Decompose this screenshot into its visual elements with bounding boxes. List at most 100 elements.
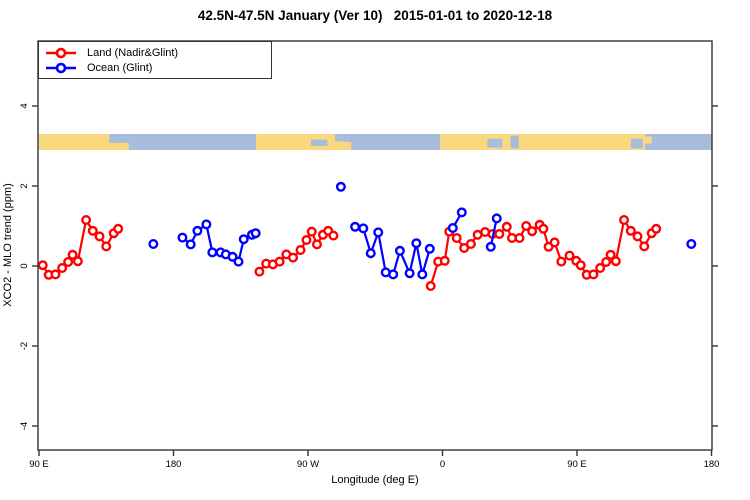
land-eurasia-point (527, 226, 538, 237)
land-north-america-point (254, 266, 265, 277)
ocean-liguria-point (456, 207, 467, 218)
map-strip-land-segment (440, 134, 645, 150)
land-eurasia-point (514, 232, 525, 243)
land-eurasia-point (465, 238, 476, 249)
ocean-atlantic-point (373, 227, 384, 238)
land-eurasia-point (632, 231, 643, 242)
land-asia-left-point (87, 225, 98, 236)
land-eurasia-point (549, 237, 560, 248)
map-strip-land-patch (342, 142, 352, 150)
land-north-america-point (328, 230, 339, 241)
map-strip-ocean-segment (644, 134, 712, 150)
ocean-pacific-point (185, 239, 196, 250)
map-strip-ocean-patch (334, 134, 343, 142)
map-strip-ocean-segment (342, 134, 441, 150)
legend-label-land: Land (Nadir&Glint) (87, 46, 179, 59)
x-axis-title: Longitude (deg E) (331, 474, 419, 486)
y-tick-label: 0 (19, 263, 30, 268)
land-asia-left-point (57, 263, 68, 274)
legend: Land (Nadir&Glint) Ocean (Glint) (38, 41, 272, 79)
x-tick-label: 180 (166, 459, 182, 470)
land-asia-left-point (50, 269, 61, 280)
map-strip-land-segment (39, 134, 114, 150)
land-asia-left-point (63, 257, 74, 268)
land-north-america-point (311, 239, 322, 250)
land-eurasia-point (651, 223, 662, 234)
x-tick-label: 90 E (29, 459, 49, 470)
ocean-pacific-point (201, 219, 212, 230)
chart-title: 42.5N-47.5N January (Ver 10) 2015-01-01 … (197, 8, 553, 23)
plot-frame (37, 40, 713, 451)
land-series-marker-icon (46, 47, 76, 58)
ocean-atlantic-point (394, 245, 405, 256)
ocean-blacksea-point (491, 213, 502, 224)
ocean-atlantic-point (417, 269, 428, 280)
land-eurasia-point (425, 281, 436, 292)
land-eurasia-point (494, 228, 505, 239)
land-asia-left-point (72, 256, 83, 267)
x-tick-label: 90 W (297, 459, 319, 470)
y-tick-label: -2 (19, 342, 30, 350)
land-eurasia-point (619, 214, 630, 225)
ocean-atlantic-point (388, 269, 399, 280)
ocean-atlantic-point (358, 223, 369, 234)
land-eurasia-point (601, 257, 612, 268)
ocean-japan-left-point (148, 238, 159, 249)
land-north-america-point (295, 244, 306, 255)
map-strip-ocean-segment (113, 134, 257, 150)
legend-label-ocean: Ocean (Glint) (87, 61, 153, 74)
land-asia-left-point (94, 231, 105, 242)
ocean-japan-right-point (686, 238, 697, 249)
ocean-atlantic-line (354, 225, 431, 277)
ocean-series-marker-icon (46, 62, 76, 73)
ocean-blacksea-point (485, 241, 496, 252)
legend-item-ocean: Ocean (Glint) (43, 61, 271, 75)
land-asia-left-point (67, 249, 78, 260)
land-eurasia-point (439, 255, 450, 266)
map-strip-land-patch (113, 142, 129, 150)
land-eurasia-point (538, 223, 549, 234)
ocean-pacific-point (207, 247, 218, 258)
ocean-pacific-point (250, 228, 261, 239)
land-eurasia-point (639, 241, 650, 252)
land-eurasia-point (575, 260, 586, 271)
land-north-america-point (306, 226, 317, 237)
land-eurasia-point (610, 256, 621, 267)
ocean-atlantic-point (424, 243, 435, 254)
land-north-america-point (288, 252, 299, 263)
legend-item-land: Land (Nadir&Glint) (43, 46, 271, 60)
ocean-pacific-point (177, 232, 188, 243)
land-asia-left-point (113, 223, 124, 234)
land-eurasia-point (556, 256, 567, 267)
land-asia-left-point (101, 241, 112, 252)
x-tick-label: 180 (704, 459, 720, 470)
y-tick-label: -4 (19, 422, 30, 430)
land-asia-left-point (81, 214, 92, 225)
ocean-liguria-point (447, 222, 458, 233)
ocean-atlantic-point (411, 238, 422, 249)
ocean-pacific-point (233, 256, 244, 267)
ocean-atlantic-outlier-point (335, 181, 346, 192)
land-eurasia-point (605, 249, 616, 260)
x-tick-label: 0 (440, 459, 445, 470)
ocean-pacific-point (192, 225, 203, 236)
map-strip-land-segment (256, 134, 343, 150)
land-eurasia-point (501, 221, 512, 232)
ocean-pacific-point (238, 234, 249, 245)
map-strip-land-patch (644, 136, 652, 144)
land-eurasia-point (521, 220, 532, 231)
map-strip-ocean-patch (510, 135, 519, 149)
land-eurasia-point (564, 250, 575, 261)
land-eurasia-point (595, 263, 606, 274)
ocean-atlantic-point (404, 268, 415, 279)
y-tick-label: 4 (19, 103, 30, 108)
land-asia-left-point (37, 260, 48, 271)
x-tick-label: 90 E (567, 459, 587, 470)
ocean-atlantic-point (350, 221, 361, 232)
y-tick-label: 2 (19, 183, 30, 188)
land-north-america-point (274, 256, 285, 267)
map-strip-ocean-patch (487, 138, 503, 148)
map-strip-ocean-patch (310, 139, 328, 146)
